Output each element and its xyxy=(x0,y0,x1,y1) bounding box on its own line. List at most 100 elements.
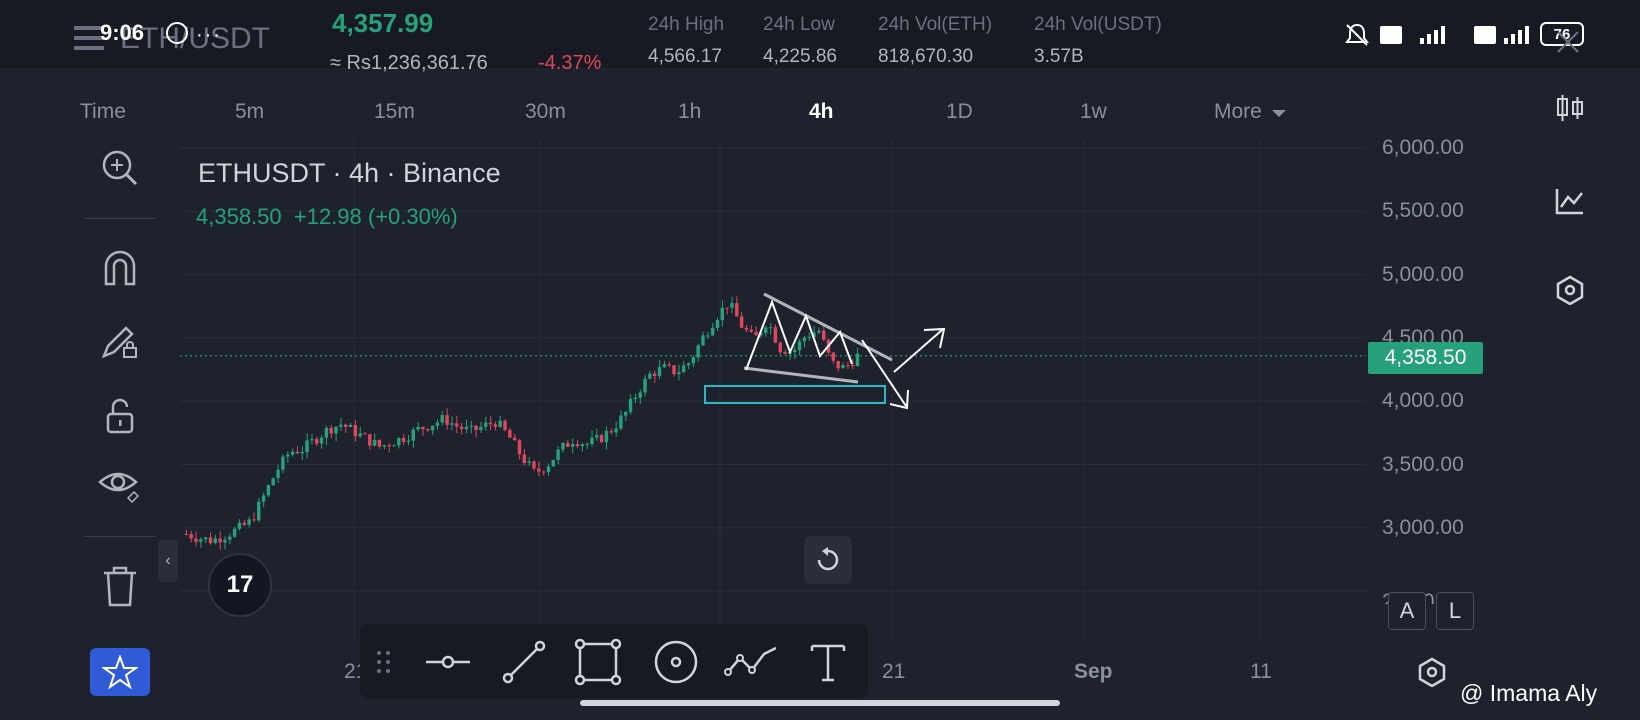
candle-body xyxy=(662,364,667,368)
settings-icon[interactable] xyxy=(1412,652,1452,692)
reset-chart-button[interactable] xyxy=(804,536,852,584)
pair-title[interactable]: ETH/USDT xyxy=(120,22,270,55)
auto-scale-button[interactable]: A xyxy=(1388,592,1426,630)
path-tool-icon[interactable] xyxy=(724,636,776,688)
candle-body xyxy=(778,342,782,353)
candle-body xyxy=(532,461,536,469)
horizontal-line-tool-icon[interactable] xyxy=(422,636,474,688)
breakdown-arrowhead xyxy=(889,389,909,410)
candle-body xyxy=(599,435,604,443)
lock-icon[interactable] xyxy=(96,392,144,440)
candle-body xyxy=(300,451,304,454)
stat-value: 4,225.86 xyxy=(763,46,837,67)
candle-body xyxy=(797,341,802,351)
log-scale-button[interactable]: L xyxy=(1436,592,1474,630)
candles xyxy=(184,296,860,550)
text-tool-icon[interactable] xyxy=(802,636,854,688)
collapse-toolbar-button[interactable]: ‹ xyxy=(158,540,178,582)
candle-body xyxy=(242,522,246,525)
mute-icon xyxy=(1344,22,1370,53)
star-icon xyxy=(102,655,138,689)
trash-icon[interactable] xyxy=(96,562,144,610)
candle-body xyxy=(585,444,589,446)
candle-body xyxy=(628,399,633,412)
candle-body xyxy=(218,538,222,543)
draw-lock-icon[interactable] xyxy=(96,316,144,364)
candle-body xyxy=(522,454,527,464)
candle-body xyxy=(488,422,493,425)
candle-body xyxy=(286,454,290,457)
candle-body xyxy=(566,442,570,447)
market-header xyxy=(0,0,1640,68)
candle-body xyxy=(735,303,739,317)
candle-body xyxy=(450,423,454,425)
candle-body xyxy=(401,437,406,442)
chevron-down-icon xyxy=(1271,110,1286,117)
candle-body xyxy=(411,429,415,441)
interval-15m[interactable]: 15m xyxy=(374,100,415,123)
candle-body xyxy=(768,327,773,329)
pattern-zigzag xyxy=(745,299,853,371)
interval-5m[interactable]: 5m xyxy=(235,100,265,123)
candle-body xyxy=(324,427,329,438)
candle-body xyxy=(773,327,778,343)
candle-body xyxy=(237,522,242,529)
chart-settings-icon[interactable] xyxy=(1550,270,1590,310)
candle-body xyxy=(339,424,343,427)
candle-body xyxy=(730,303,734,308)
candle-body xyxy=(537,468,541,472)
candle-body xyxy=(281,456,285,470)
home-indicator[interactable] xyxy=(580,700,1060,706)
drag-handle-icon[interactable] xyxy=(374,648,394,681)
menu-icon[interactable] xyxy=(74,24,104,52)
magnet-icon[interactable] xyxy=(96,244,144,292)
candle-body xyxy=(691,357,696,364)
candle-body xyxy=(440,415,444,423)
candles-icon[interactable] xyxy=(1550,88,1590,128)
candle-body xyxy=(247,519,251,525)
signal-icon xyxy=(1474,22,1544,53)
candle-body xyxy=(397,437,401,446)
circle-tool-icon[interactable] xyxy=(650,636,702,688)
stat-value: 818,670.30 xyxy=(878,46,974,67)
candle-body xyxy=(512,437,517,441)
interval-1h[interactable]: 1h xyxy=(678,100,702,123)
candle-body xyxy=(517,440,522,455)
candle-body xyxy=(850,365,855,367)
zoom-in-icon[interactable] xyxy=(96,144,144,192)
candle-body xyxy=(372,439,377,446)
chart-annotations xyxy=(704,292,946,410)
candle-body xyxy=(314,439,319,444)
visibility-icon[interactable] xyxy=(96,460,144,508)
interval-1d[interactable]: 1D xyxy=(946,100,973,123)
candle-body xyxy=(812,332,816,337)
candle-body xyxy=(749,329,753,332)
trend-line-tool-icon[interactable] xyxy=(498,636,550,688)
interval-1w[interactable]: 1w xyxy=(1080,100,1107,123)
close-icon[interactable] xyxy=(1556,30,1580,59)
status-time: 9:06 xyxy=(100,20,145,45)
interval-more[interactable]: More xyxy=(1214,100,1286,124)
candle-body xyxy=(368,434,372,446)
candle-body xyxy=(764,327,768,333)
candle-body xyxy=(203,537,208,540)
rectangle-tool-icon[interactable] xyxy=(572,636,624,688)
candle-body xyxy=(633,397,638,400)
indicators-icon[interactable] xyxy=(1550,180,1590,220)
interval-4h[interactable]: 4h xyxy=(809,100,834,123)
chart-legend-title: ETHUSDT · 4h · Binance xyxy=(198,158,501,188)
favorite-button[interactable] xyxy=(90,648,150,696)
candle-body xyxy=(638,392,642,398)
candle-body xyxy=(426,428,430,431)
candle-body xyxy=(508,429,512,438)
interval-30m[interactable]: 30m xyxy=(525,100,566,123)
interval-time[interactable]: Time xyxy=(80,100,126,123)
candle-body xyxy=(392,445,396,447)
candle-body xyxy=(836,360,840,369)
candle-body xyxy=(464,426,469,430)
candle-body xyxy=(334,426,338,434)
candle-body xyxy=(498,420,502,427)
interval-more-label: More xyxy=(1214,100,1262,123)
stat-label: 24h Low xyxy=(763,14,835,35)
